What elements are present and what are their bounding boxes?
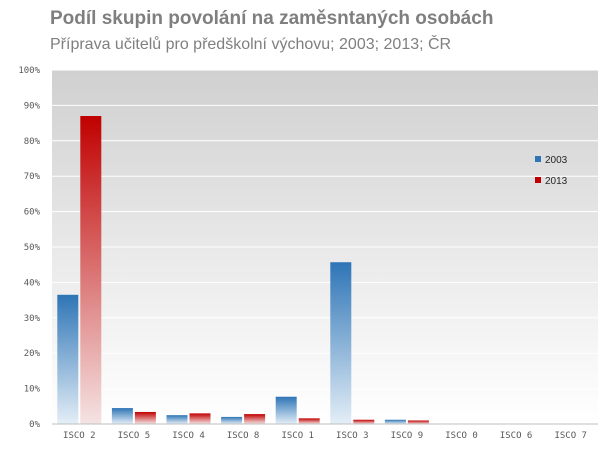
y-tick-label: 10% bbox=[24, 385, 41, 395]
x-tick-label: ISCO 4 bbox=[172, 431, 205, 441]
bar-2013-isco-2 bbox=[80, 116, 102, 425]
bar-2013-isco-1 bbox=[298, 418, 320, 424]
y-tick-label: 50% bbox=[24, 243, 41, 253]
x-tick-label: ISCO 9 bbox=[391, 431, 424, 441]
bar-2003-isco-5 bbox=[111, 408, 133, 424]
bar-2003-isco-9 bbox=[384, 419, 406, 424]
y-tick-label: 70% bbox=[24, 172, 41, 182]
bar-2003-isco-1 bbox=[275, 396, 297, 424]
bar-2003-isco-8 bbox=[221, 416, 243, 424]
y-tick-label: 60% bbox=[24, 208, 41, 218]
y-tick-label: 40% bbox=[24, 278, 41, 288]
x-tick-label: ISCO 7 bbox=[554, 431, 587, 441]
x-tick-label: ISCO 5 bbox=[118, 431, 151, 441]
legend-swatch-2003 bbox=[535, 156, 541, 162]
y-tick-label: 30% bbox=[24, 314, 41, 324]
x-tick-label: ISCO 2 bbox=[63, 431, 96, 441]
y-tick-label: 20% bbox=[24, 349, 41, 359]
chart-title: Podíl skupin povolání na zaměsntaných os… bbox=[50, 8, 494, 29]
x-tick-label: ISCO 6 bbox=[500, 431, 533, 441]
y-tick-label: 90% bbox=[24, 101, 41, 111]
y-tick-label: 100% bbox=[18, 66, 40, 76]
x-tick-label: ISCO 8 bbox=[227, 431, 260, 441]
chart-subtitle: Příprava učitelů pro předškolní výchovu;… bbox=[50, 36, 452, 53]
legend-label-2013: 2013 bbox=[545, 176, 568, 187]
bar-2013-isco-5 bbox=[134, 411, 156, 424]
bar-2013-isco-4 bbox=[189, 413, 211, 424]
legend-label-2003: 2003 bbox=[545, 155, 568, 166]
x-tick-label: ISCO 0 bbox=[445, 431, 478, 441]
bar-2013-isco-3 bbox=[353, 419, 375, 424]
y-tick-label: 0% bbox=[29, 420, 40, 430]
bar-2003-isco-4 bbox=[166, 415, 188, 424]
x-tick-label: ISCO 1 bbox=[281, 431, 314, 441]
bar-2013-isco-8 bbox=[244, 414, 266, 424]
y-tick-label: 80% bbox=[24, 137, 41, 147]
bar-2003-isco-2 bbox=[57, 294, 79, 424]
bar-2003-isco-3 bbox=[330, 262, 352, 424]
bar-2013-isco-9 bbox=[407, 420, 429, 424]
legend-swatch-2013 bbox=[535, 177, 541, 183]
x-tick-label: ISCO 3 bbox=[336, 431, 369, 441]
